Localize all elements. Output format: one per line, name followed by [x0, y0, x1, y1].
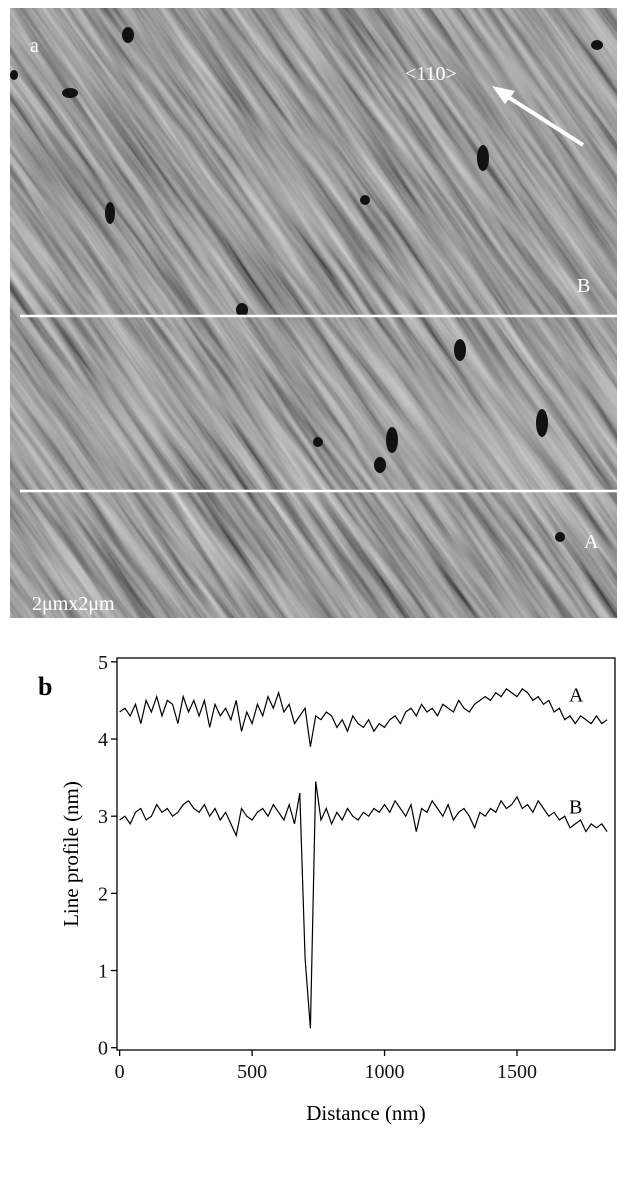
y-tick-label: 2 [98, 883, 108, 905]
line-series [119, 781, 608, 1029]
y-tick-label: 3 [98, 806, 108, 828]
x-tick-label: 1000 [365, 1061, 405, 1083]
series-label: A [569, 685, 584, 707]
y-tick-label: 4 [98, 729, 108, 751]
panel-label: a [30, 35, 39, 57]
y-tick-label: 0 [98, 1038, 108, 1060]
y-tick-label: 1 [98, 961, 108, 983]
line-label: A [584, 531, 599, 553]
scale-label: 2μmx2μm [32, 593, 115, 615]
direction-label: <110> [405, 63, 457, 85]
x-axis-label: Distance (nm) [306, 1101, 426, 1125]
line-label: B [577, 275, 590, 297]
x-tick-label: 0 [115, 1061, 125, 1083]
panel-label: b [38, 672, 52, 701]
plot-frame [116, 657, 616, 1051]
x-tick-label: 1500 [497, 1061, 537, 1083]
line-series [119, 688, 608, 747]
series-label: B [569, 797, 582, 819]
y-axis-label: Line profile (nm) [59, 781, 83, 927]
x-tick-label: 500 [237, 1061, 267, 1083]
y-tick-label: 5 [98, 652, 108, 674]
